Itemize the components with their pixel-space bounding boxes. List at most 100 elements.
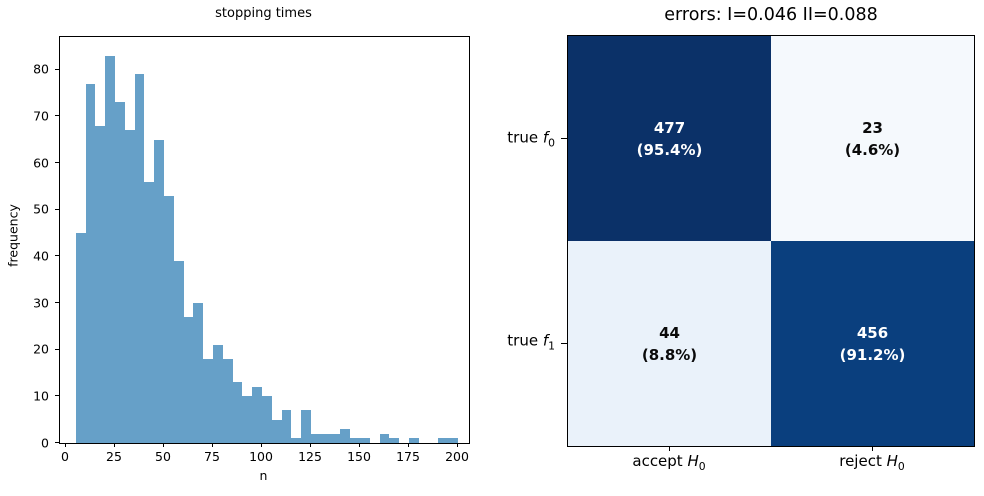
x-tick-mark	[261, 443, 262, 447]
row-label-text: true	[507, 128, 543, 147]
x-tick-label: 175	[396, 449, 420, 464]
histogram-bar	[242, 396, 253, 443]
row-label-true-f1: true f1	[455, 332, 555, 353]
x-tick-label: 200	[445, 449, 469, 464]
histogram-bar	[154, 139, 164, 443]
row-label-sub: 1	[548, 339, 555, 353]
histogram-bar	[203, 359, 213, 443]
x-tick-label: 125	[298, 449, 322, 464]
x-tick-mark	[65, 443, 66, 447]
histogram-bar	[291, 438, 302, 443]
x-tick-mark	[457, 443, 458, 447]
histogram-bar	[340, 429, 351, 443]
row-label-text: true	[507, 331, 543, 350]
tick-mark	[872, 446, 874, 451]
histogram-bar	[252, 387, 262, 443]
col-label-text: reject	[839, 452, 887, 470]
cell-count: 456	[856, 323, 889, 342]
histogram-bar	[281, 410, 292, 443]
x-tick-label: 25	[106, 449, 122, 464]
x-tick-label: 50	[155, 449, 171, 464]
histogram-bar	[438, 438, 449, 443]
y-tick-mark	[55, 302, 59, 303]
x-tick-mark	[163, 443, 164, 447]
histogram-bar	[271, 419, 282, 443]
cell-percent: (4.6%)	[844, 140, 901, 159]
histogram-bar	[232, 382, 243, 443]
y-axis-label: frequency	[5, 204, 21, 267]
x-tick-label: 150	[347, 449, 371, 464]
histogram-bar	[222, 359, 233, 443]
histogram-bar	[301, 410, 311, 443]
y-tick-label: 20	[33, 341, 49, 357]
x-tick-mark	[310, 443, 311, 447]
y-tick-label: 10	[33, 388, 49, 404]
y-axis-ticks: 0 10 20 30 40 50 60 70 80	[0, 36, 59, 450]
cell-count: 44	[659, 323, 680, 342]
histogram-bar	[350, 438, 360, 443]
y-tick-mark	[55, 255, 59, 257]
x-tick-mark	[212, 443, 213, 447]
y-tick-mark	[55, 115, 59, 117]
x-tick-mark	[359, 443, 360, 447]
y-tick-label: 70	[33, 108, 49, 124]
cm-cell-true-f0-accept: 477 (95.4%)	[568, 36, 771, 241]
col-label-symbol: H	[687, 452, 699, 470]
histogram-bar	[95, 125, 106, 443]
cell-count: 477	[653, 118, 686, 137]
x-tick-label: 0	[61, 449, 69, 464]
y-tick-mark	[55, 68, 59, 70]
cm-cell-true-f1-accept: 44 (8.8%)	[568, 241, 771, 446]
row-label-true-f0: true f0	[455, 129, 555, 150]
histogram-bar	[173, 261, 184, 443]
histogram-title: stopping times	[215, 6, 312, 21]
col-label-text: accept	[632, 452, 688, 470]
y-tick-mark	[55, 442, 59, 443]
y-tick-mark	[55, 208, 59, 210]
row-label-symbol: f	[542, 128, 549, 147]
x-tick-label: 100	[249, 449, 273, 464]
confusion-matrix-title: errors: I=0.046 II=0.088	[664, 5, 878, 25]
histogram-bar	[360, 438, 370, 443]
histogram-bar	[134, 74, 145, 443]
histogram-bar	[75, 233, 86, 443]
col-label-sub: 0	[897, 460, 905, 473]
y-tick-label: 50	[33, 201, 49, 217]
histogram-bar	[85, 83, 96, 443]
y-tick-label: 60	[33, 155, 49, 170]
cell-count: 23	[862, 118, 883, 137]
y-tick-mark	[55, 162, 59, 163]
row-label-sub: 0	[548, 136, 555, 150]
cell-percent: (91.2%)	[839, 345, 906, 364]
histogram-bar	[330, 433, 341, 443]
histogram-bar	[379, 433, 390, 443]
histogram-bar	[389, 438, 400, 443]
histogram-bar	[164, 195, 174, 443]
cm-cell-true-f0-reject: 23 (4.6%)	[771, 36, 974, 241]
histogram-bar	[409, 438, 419, 443]
histogram-bar	[144, 181, 155, 443]
histogram-bar	[262, 396, 272, 443]
tick-mark	[561, 343, 567, 345]
tick-mark	[561, 138, 567, 140]
histogram-bar	[448, 438, 458, 443]
y-tick-label: 40	[33, 248, 49, 264]
histogram-bar	[320, 433, 331, 443]
y-tick-label: 30	[33, 295, 49, 310]
histogram-bar	[105, 55, 115, 443]
cell-percent: (8.8%)	[641, 345, 698, 364]
y-tick-label: 80	[33, 61, 49, 77]
x-tick-mark	[114, 443, 115, 447]
row-label-symbol: f	[542, 331, 549, 350]
y-tick-label: 0	[41, 435, 49, 450]
y-tick-mark	[55, 395, 59, 397]
histogram-bar	[213, 345, 223, 443]
histogram-bar	[311, 433, 321, 443]
col-label-symbol: H	[886, 452, 898, 470]
histogram-bar	[124, 130, 135, 443]
x-axis-ticks: 0 25 50 75 100 125 150 175 200	[59, 443, 469, 469]
histogram-bar	[193, 303, 204, 443]
x-tick-label: 75	[204, 449, 220, 464]
x-axis-label: n	[259, 468, 268, 483]
